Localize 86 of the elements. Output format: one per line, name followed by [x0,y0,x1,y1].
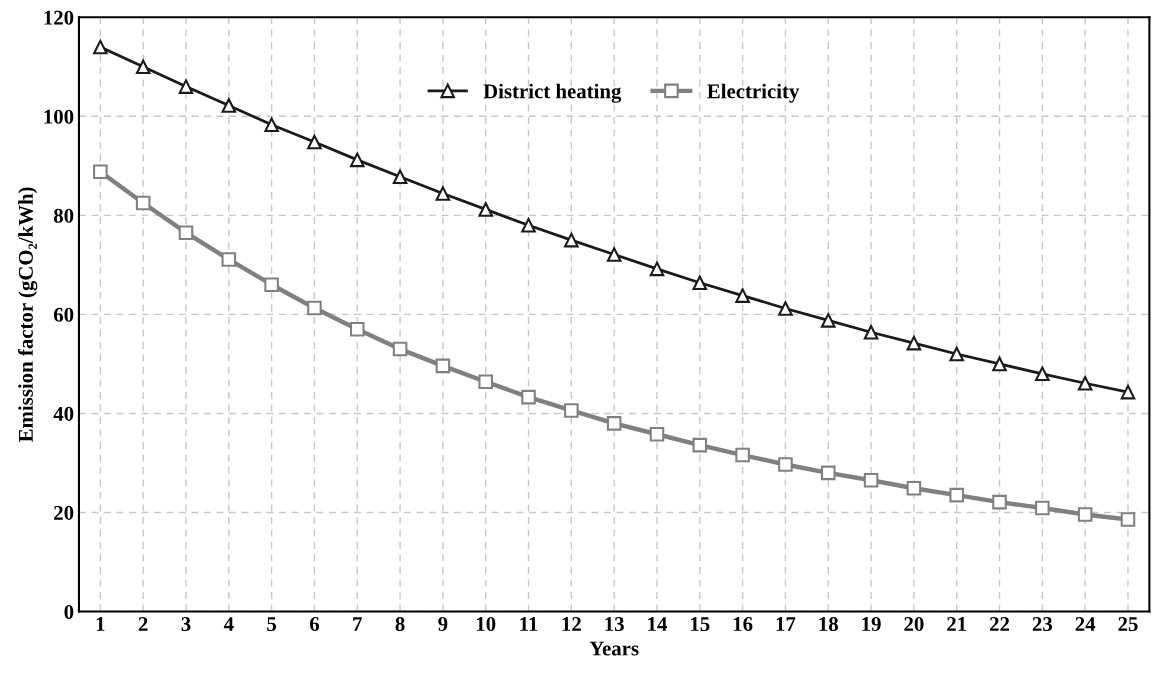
y-axis-title: Emission factor (gCO₂/kWh) [18,187,38,442]
x-tick-label: 5 [267,617,277,632]
point [1077,375,1093,391]
point [264,117,279,133]
point [435,358,451,374]
point [135,195,151,211]
x-tick-label: 7 [353,617,362,631]
point [307,300,322,316]
x-tick-label: 24 [1075,617,1096,631]
point [264,277,279,292]
y-tick-label: 80 [53,208,74,223]
point [178,225,194,240]
x-tick-label: 12 [562,617,581,631]
point [1120,512,1136,527]
point [93,39,108,55]
x-tick-label: 15 [691,617,710,632]
point [1120,384,1136,400]
y-tick-label: 40 [53,406,74,421]
point [992,494,1007,510]
y-tick-label: 100 [44,109,74,124]
point [735,288,750,303]
point [221,98,237,113]
point [606,247,622,262]
x-tick-label: 9 [438,617,448,632]
point [1035,366,1050,382]
point [564,232,579,248]
point [135,59,151,75]
point [478,202,494,217]
point [178,79,194,94]
point [949,487,964,503]
point [478,374,494,390]
x-tick-label: 14 [648,617,668,631]
point [735,447,750,463]
point [1035,500,1050,516]
x-tick-label: 6 [309,617,320,632]
point [820,313,836,328]
x-axis-title: Years [589,641,639,656]
point [564,403,579,418]
x-tick-label: 13 [605,617,624,632]
x-tick-label: 10 [476,617,496,632]
point [863,324,879,340]
point [949,346,964,362]
point [778,301,793,316]
point [906,335,922,351]
point [349,152,365,168]
legend-label: District heating [483,83,622,103]
point [521,389,536,405]
x-tick-label: 1 [96,617,105,631]
point [221,252,237,267]
point [649,426,665,442]
x-tick-label: 25 [1118,617,1138,632]
x-tick-label: 16 [733,617,753,632]
point [992,356,1007,372]
point [906,480,922,496]
x-tick-label: 3 [181,617,191,632]
point [692,275,708,290]
x-tick-label: 11 [520,617,538,631]
x-tick-label: 22 [989,617,1010,631]
legend-label: Electricity [707,83,800,103]
point [863,473,879,488]
x-tick-label: 19 [862,617,881,632]
point [521,217,536,233]
y-tick-label: 60 [53,307,74,322]
y-tick-label: 20 [54,505,74,520]
point [93,164,108,180]
point [606,416,622,431]
y-tick-label: 120 [44,10,74,25]
x-tick-label: 2 [138,617,148,631]
point [392,169,408,185]
point [692,437,708,453]
point [649,261,665,277]
x-tick-label: 17 [776,617,796,631]
x-tick-label: 4 [223,617,234,631]
point [349,321,365,337]
point [392,341,408,357]
point [778,457,793,472]
point [1077,507,1093,522]
x-tick-label: 20 [904,617,924,632]
x-tick-label: 8 [395,617,405,632]
x-tick-label: 18 [819,617,838,632]
x-tick-label: 23 [1032,617,1053,632]
point [820,465,836,481]
x-tick-label: 21 [947,617,967,631]
point [435,186,451,201]
y-tick-label: 0 [64,604,74,619]
point [307,134,322,150]
